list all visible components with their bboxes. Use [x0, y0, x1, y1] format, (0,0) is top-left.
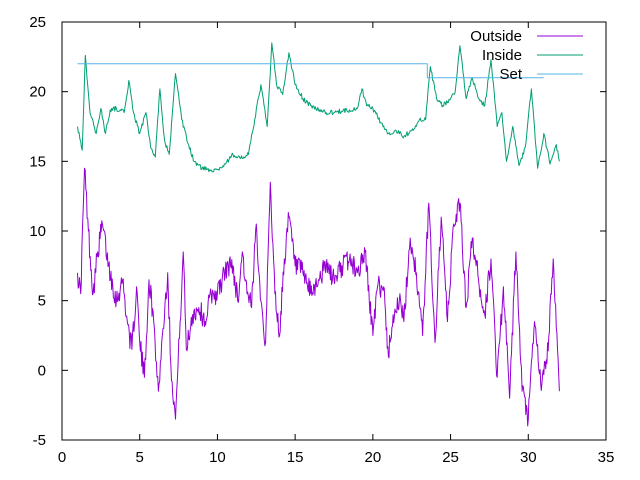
x-tick-label: 25 — [442, 449, 459, 466]
x-tick-label: 10 — [209, 449, 226, 466]
x-tick-label: 30 — [520, 449, 537, 466]
y-tick-label: 25 — [29, 14, 46, 31]
y-tick-label: 5 — [38, 293, 46, 310]
legend-label: Outside — [470, 28, 522, 45]
x-tick-label: 20 — [365, 449, 382, 466]
legend-label: Inside — [482, 47, 522, 64]
x-tick-label: 0 — [58, 449, 66, 466]
series-line-inside — [77, 42, 560, 173]
y-tick-label: 20 — [29, 84, 46, 101]
series-line-set — [77, 63, 544, 79]
axis-ticks: 0 5 10 15 20 25 30 35 -5 0 5 10 15 20 25 — [29, 14, 614, 466]
y-tick-label: 0 — [38, 362, 46, 379]
plot-area — [61, 21, 607, 441]
x-tick-label: 15 — [287, 449, 304, 466]
legend: Outside Inside Set — [470, 28, 583, 83]
y-tick-label: 15 — [29, 153, 46, 170]
x-tick-label: 35 — [598, 449, 615, 466]
series-line-outside — [77, 167, 560, 427]
data-series — [77, 42, 560, 427]
y-tick-label: 10 — [29, 223, 46, 240]
legend-label: Set — [499, 66, 522, 83]
y-tick-label: -5 — [33, 432, 46, 449]
x-tick-label: 5 — [136, 449, 144, 466]
